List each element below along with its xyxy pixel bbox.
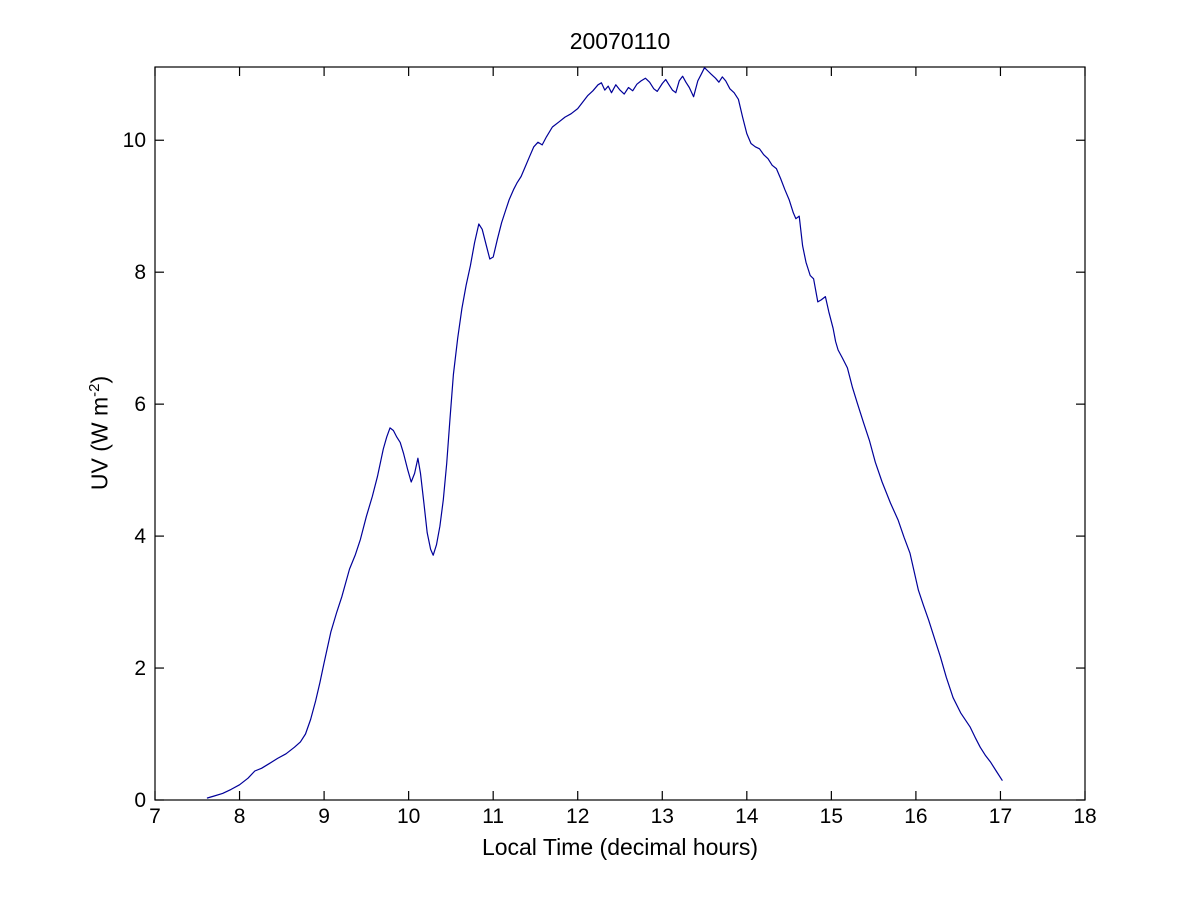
y-axis-label-suffix: ) [86, 375, 113, 384]
chart-title: 20070110 [569, 28, 671, 54]
y-tick-label: 10 [122, 129, 146, 153]
y-axis-label: UV (W m-2) [86, 375, 113, 490]
y-tick-label: 8 [134, 261, 146, 285]
x-tick-label: 7 [149, 805, 161, 828]
x-tick-label: 11 [482, 805, 505, 828]
y-tick-label: 0 [134, 789, 146, 812]
y-tick-label: 6 [134, 393, 146, 417]
x-tick-label: 15 [819, 805, 844, 828]
x-tick-label: 14 [735, 805, 759, 828]
uv-data-line [206, 67, 1003, 799]
y-tick-label: 4 [134, 525, 146, 549]
x-tick-label: 13 [650, 805, 674, 828]
x-axis-label: Local Time (decimal hours) [481, 834, 759, 860]
y-tick-label: 2 [134, 657, 146, 681]
x-tick-label: 10 [396, 805, 421, 828]
x-tick-label: 8 [233, 805, 246, 828]
axes-box [154, 66, 1086, 801]
x-tick-label: 9 [318, 805, 330, 828]
x-tick-label: 16 [904, 805, 928, 828]
x-tick-label: 18 [1073, 805, 1097, 828]
x-tick-label: 17 [988, 805, 1013, 828]
x-tick-label: 12 [566, 805, 590, 828]
